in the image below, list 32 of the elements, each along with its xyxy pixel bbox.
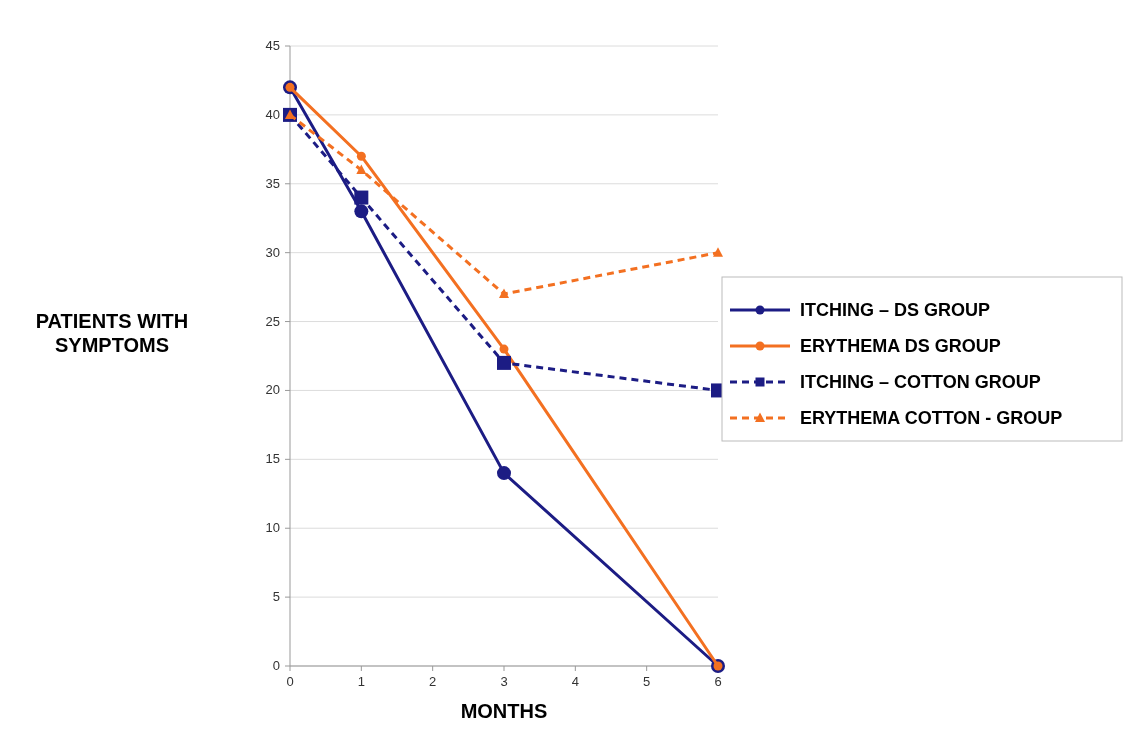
point bbox=[356, 151, 366, 161]
x-tick-label: 4 bbox=[571, 674, 579, 689]
point bbox=[354, 204, 369, 219]
point bbox=[497, 466, 511, 481]
y-tick-label: 45 bbox=[265, 38, 280, 53]
x-axis-title: MONTHS bbox=[460, 700, 548, 722]
legend-label: ITCHING – DS GROUP bbox=[800, 300, 991, 320]
x-tick-label: 0 bbox=[286, 674, 294, 689]
y-tick-label: 10 bbox=[265, 520, 280, 536]
legend-label: ERYTHEMA COTTON - GROUP bbox=[800, 408, 1063, 428]
legend-label: ITCHING – COTTON GROUP bbox=[800, 372, 1041, 392]
legend-label: ERYTHEMA DS GROUP bbox=[800, 336, 1001, 356]
y-tick-label: 25 bbox=[265, 313, 280, 329]
x-tick-label: 3 bbox=[500, 674, 508, 689]
point bbox=[356, 164, 367, 174]
point bbox=[354, 190, 369, 205]
point bbox=[499, 288, 509, 298]
point bbox=[497, 355, 511, 370]
point bbox=[499, 344, 509, 354]
x-tick-label: 5 bbox=[643, 674, 651, 689]
y-tick-label: 15 bbox=[265, 451, 280, 467]
point bbox=[713, 247, 723, 257]
y-tick-label: 5 bbox=[272, 589, 280, 605]
x-tick-label: 2 bbox=[429, 674, 437, 689]
y-tick-label: 35 bbox=[265, 175, 280, 191]
y-tick-label: 40 bbox=[265, 106, 280, 122]
x-tick-label: 6 bbox=[714, 674, 722, 689]
y-tick-label: 30 bbox=[265, 244, 280, 260]
y-axis-title: PATIENTS WITH SYMPTOMS bbox=[35, 310, 189, 356]
x-tick-label: 1 bbox=[357, 674, 365, 689]
y-tick-label: 20 bbox=[265, 382, 280, 398]
y-tick-label: 0 bbox=[272, 658, 280, 673]
